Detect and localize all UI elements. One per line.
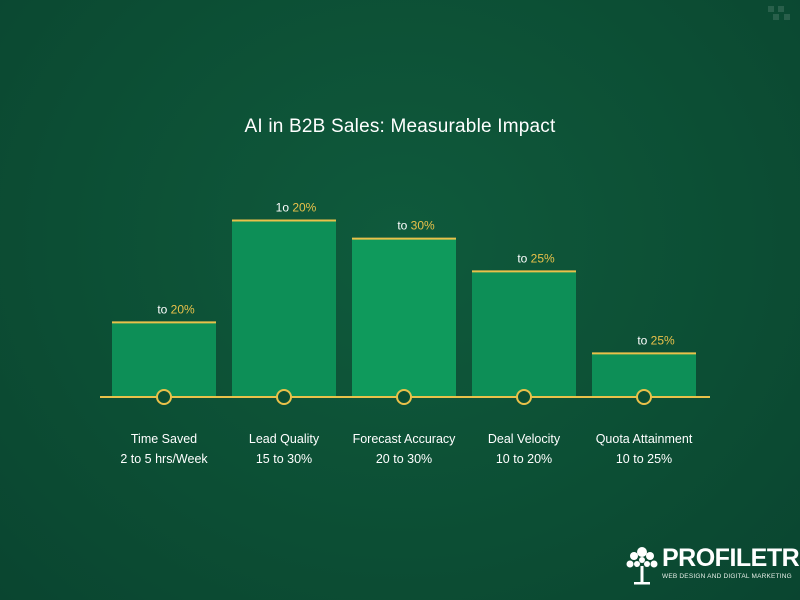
category-label: Time Saved 2 to 5 hrs/Week bbox=[89, 429, 239, 469]
axis-marker bbox=[636, 389, 652, 405]
category-name: Quota Attainment bbox=[595, 432, 693, 446]
category-range: 20 to 30% bbox=[375, 452, 433, 466]
category-name: Deal Velocity bbox=[487, 432, 561, 446]
category-range: 10 to 20% bbox=[495, 452, 553, 466]
category-name: Time Saved bbox=[130, 432, 198, 446]
bar bbox=[112, 322, 216, 397]
category-label: Deal Velocity 10 to 20% bbox=[449, 429, 599, 469]
category-label: Lead Quality 15 to 30% bbox=[209, 429, 359, 469]
axis-marker bbox=[396, 389, 412, 405]
category-label: Quota Attainment 10 to 25% bbox=[569, 429, 719, 469]
data-label: 1o 20% bbox=[276, 200, 317, 214]
axis-marker bbox=[156, 389, 172, 405]
bar bbox=[232, 220, 336, 397]
axis-marker bbox=[276, 389, 292, 405]
chart-title: AI in B2B Sales: Measurable Impact bbox=[244, 116, 556, 137]
category-name: Forecast Accuracy bbox=[352, 432, 456, 446]
category-range: 2 to 5 hrs/Week bbox=[120, 452, 208, 466]
bar bbox=[352, 238, 456, 397]
tree-logo-icon bbox=[626, 547, 658, 585]
logo-name: PROFILETREE bbox=[662, 544, 800, 572]
category-range: 15 to 30% bbox=[255, 452, 313, 466]
data-label: to 25% bbox=[517, 251, 555, 265]
data-label: to 30% bbox=[397, 219, 435, 233]
data-label: to 20% bbox=[157, 302, 195, 316]
category-label: Forecast Accuracy 20 to 30% bbox=[329, 429, 479, 469]
profiletree-logo: PROFILETREE WEB DESIGN AND DIGITAL MARKE… bbox=[624, 542, 800, 590]
category-name: Lead Quality bbox=[248, 432, 320, 446]
logo-tagline: WEB DESIGN AND DIGITAL MARKETING bbox=[662, 573, 792, 580]
axis-marker bbox=[516, 389, 532, 405]
corner-pattern-icon bbox=[768, 6, 790, 20]
category-range: 10 to 25% bbox=[615, 452, 673, 466]
data-label: to 25% bbox=[637, 333, 675, 347]
bar bbox=[472, 271, 576, 397]
